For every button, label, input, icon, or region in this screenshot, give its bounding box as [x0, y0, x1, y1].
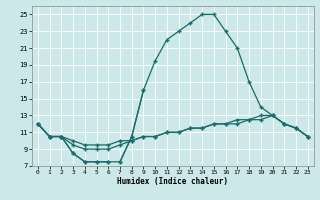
- X-axis label: Humidex (Indice chaleur): Humidex (Indice chaleur): [117, 177, 228, 186]
